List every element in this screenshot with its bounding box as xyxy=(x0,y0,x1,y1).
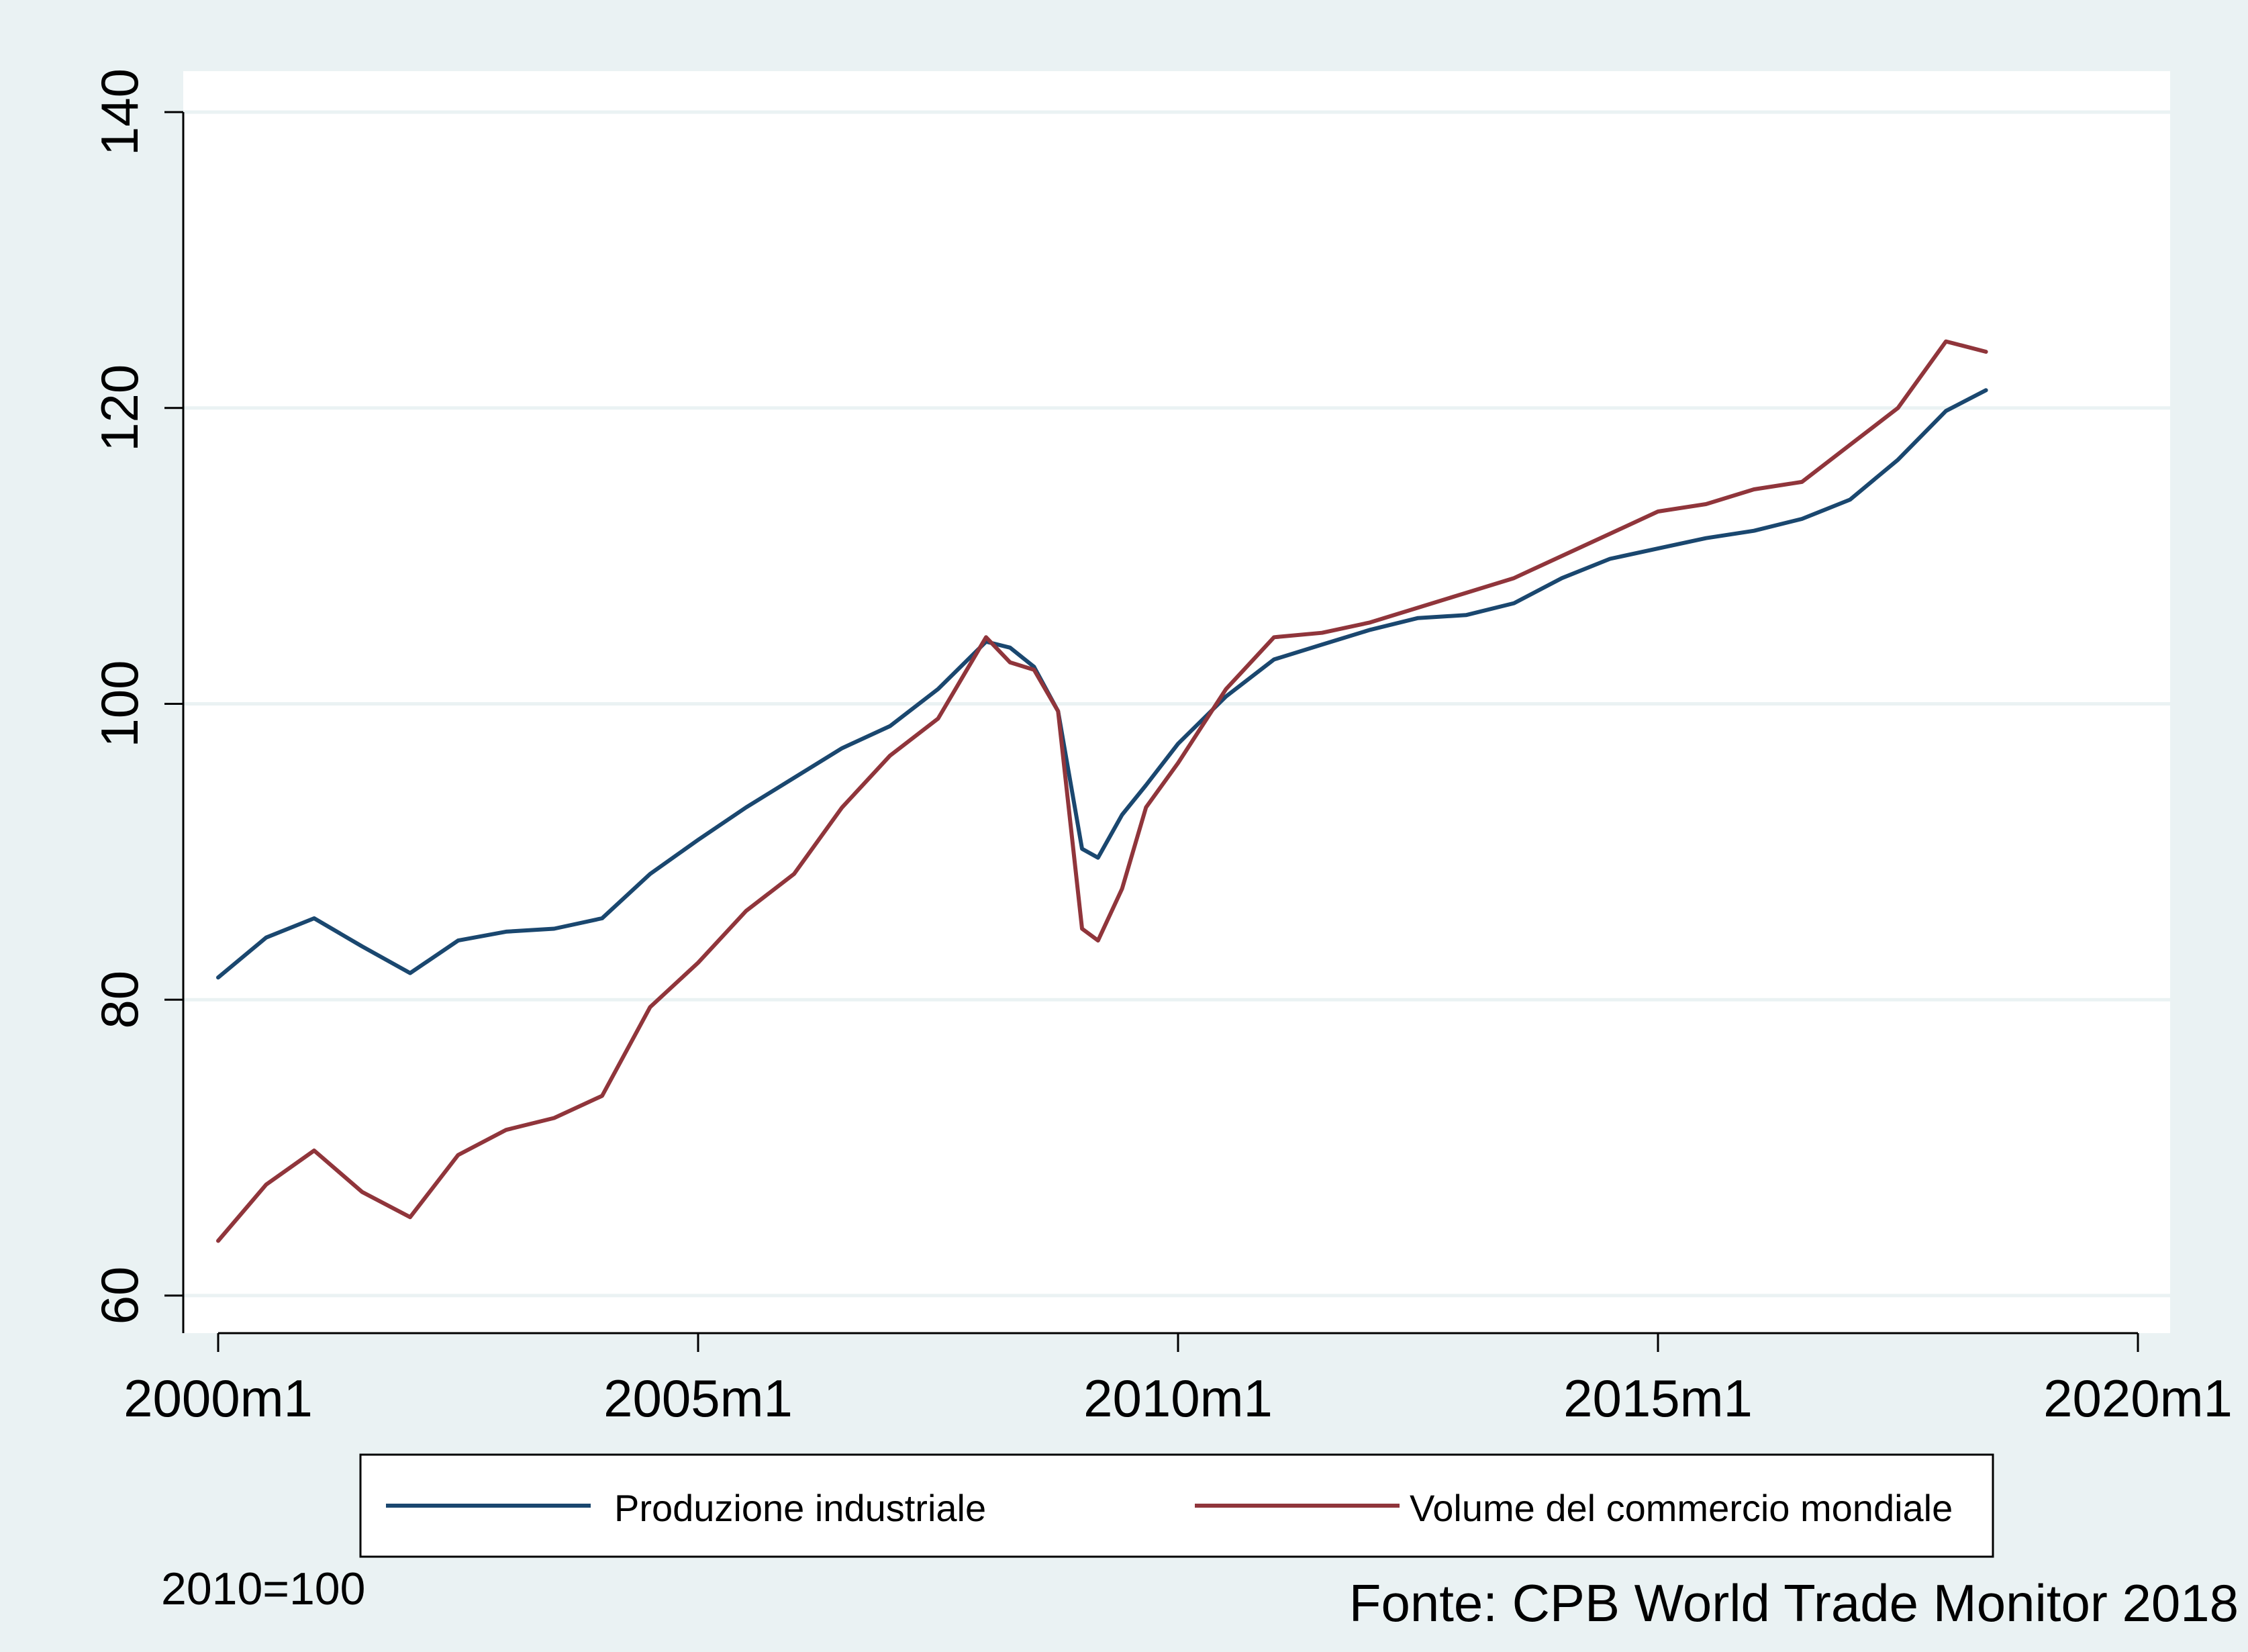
y-tick-label: 140 xyxy=(90,68,149,156)
series-lines xyxy=(216,339,1988,1243)
legend: Produzione industriale Volume del commerc… xyxy=(359,1453,1994,1558)
gridlines xyxy=(183,110,2170,1298)
series-line-2 xyxy=(216,339,1988,1243)
axes: 60 80 100 120 140 2000m1 2005m1 2010m1 2015m1 202… xyxy=(90,68,2233,1428)
y-tick-label: 60 xyxy=(90,1267,149,1325)
legend-label-2: Volume del commercio mondiale xyxy=(1410,1487,1953,1529)
x-tick-label: 2015m1 xyxy=(1563,1369,1753,1428)
legend-label-1: Produzione industriale xyxy=(614,1487,986,1529)
legend-box xyxy=(359,1453,1994,1558)
x-tick-label: 2010m1 xyxy=(1083,1369,1273,1428)
x-tick-label: 2000m1 xyxy=(124,1369,313,1428)
y-tick-label: 120 xyxy=(90,365,149,452)
y-tick-label: 80 xyxy=(90,971,149,1029)
base-note: 2010=100 xyxy=(161,1563,365,1614)
x-tick-label: 2020m1 xyxy=(2043,1369,2233,1428)
y-tick-label: 100 xyxy=(90,660,149,747)
source-note: Fonte: CPB World Trade Monitor 2018 xyxy=(1349,1573,2239,1633)
series-line-1 xyxy=(216,388,1988,980)
x-tick-label: 2005m1 xyxy=(603,1369,793,1428)
